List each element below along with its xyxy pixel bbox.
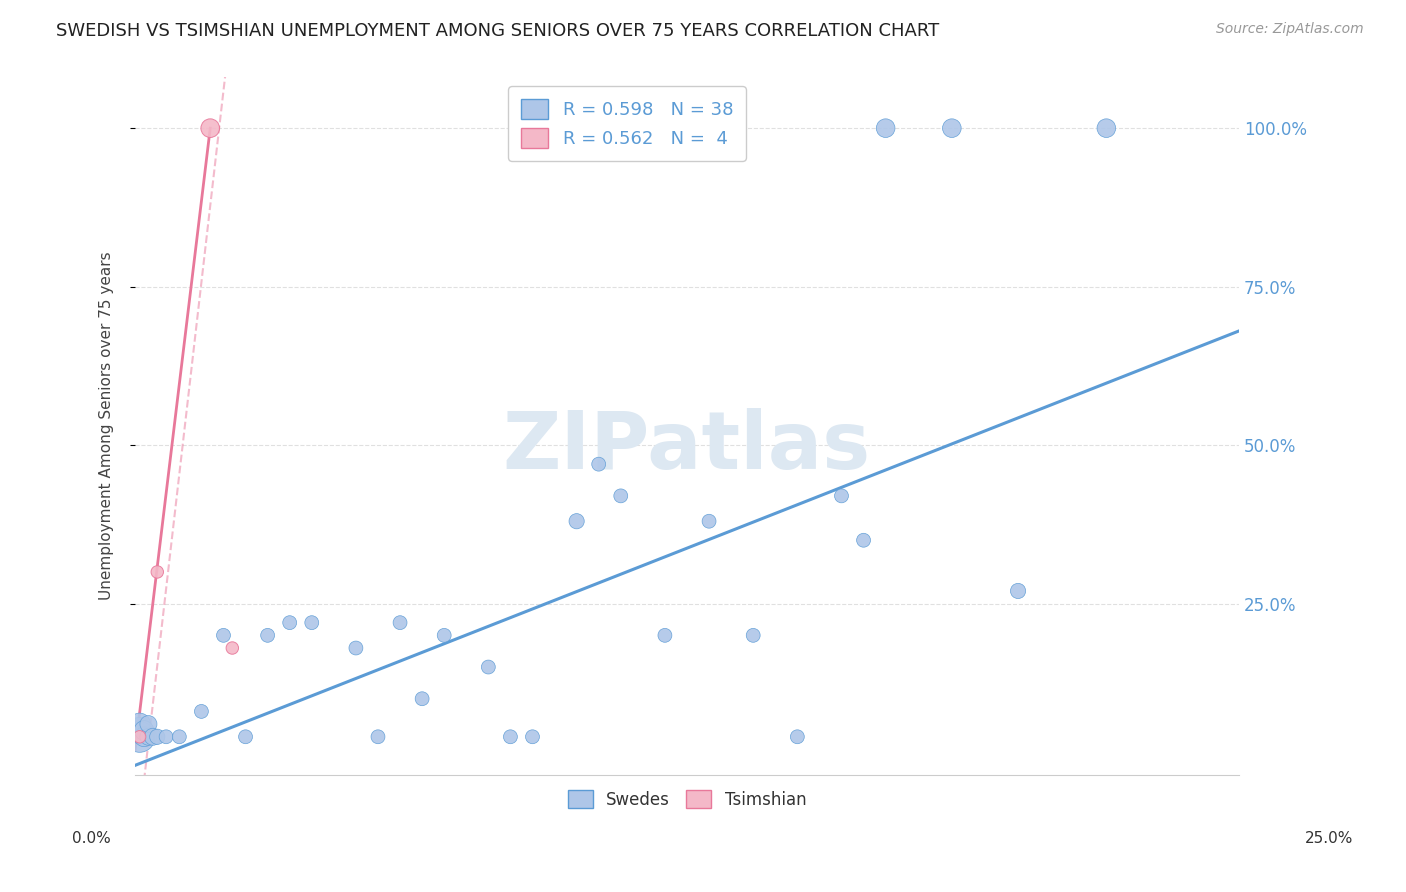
Point xyxy=(389,615,412,630)
Point xyxy=(146,565,169,579)
Point xyxy=(212,628,235,642)
Point xyxy=(852,533,875,548)
Point xyxy=(875,121,897,136)
Point xyxy=(477,660,499,674)
Text: Source: ZipAtlas.com: Source: ZipAtlas.com xyxy=(1216,22,1364,37)
Point xyxy=(132,730,155,744)
Point xyxy=(278,615,301,630)
Point xyxy=(697,514,720,528)
Point xyxy=(522,730,544,744)
Point xyxy=(367,730,389,744)
Point xyxy=(433,628,456,642)
Text: SWEDISH VS TSIMSHIAN UNEMPLOYMENT AMONG SENIORS OVER 75 YEARS CORRELATION CHART: SWEDISH VS TSIMSHIAN UNEMPLOYMENT AMONG … xyxy=(56,22,939,40)
Point xyxy=(128,717,150,731)
Point xyxy=(786,730,808,744)
Point xyxy=(155,730,177,744)
Point xyxy=(169,730,191,744)
Point xyxy=(138,717,160,731)
Point xyxy=(411,691,433,706)
Text: ZIPatlas: ZIPatlas xyxy=(503,408,872,486)
Point xyxy=(941,121,963,136)
Point xyxy=(142,730,165,744)
Point xyxy=(235,730,257,744)
Point xyxy=(654,628,676,642)
Point xyxy=(128,730,150,744)
Point xyxy=(344,640,367,655)
Text: 0.0%: 0.0% xyxy=(72,831,111,846)
Point xyxy=(301,615,323,630)
Point xyxy=(588,457,610,471)
Point xyxy=(128,730,150,744)
Point xyxy=(610,489,633,503)
Point xyxy=(132,723,155,738)
Point xyxy=(221,640,243,655)
Point xyxy=(138,730,160,744)
Point xyxy=(146,730,169,744)
Legend: Swedes, Tsimshian: Swedes, Tsimshian xyxy=(561,783,813,815)
Point xyxy=(1007,584,1029,599)
Y-axis label: Unemployment Among Seniors over 75 years: Unemployment Among Seniors over 75 years xyxy=(100,252,114,600)
Point xyxy=(830,489,852,503)
Point xyxy=(256,628,278,642)
Point xyxy=(499,730,522,744)
Point xyxy=(190,705,212,719)
Point xyxy=(1095,121,1118,136)
Point xyxy=(200,121,222,136)
Point xyxy=(128,723,150,738)
Text: 25.0%: 25.0% xyxy=(1305,831,1353,846)
Point xyxy=(565,514,588,528)
Point xyxy=(742,628,765,642)
